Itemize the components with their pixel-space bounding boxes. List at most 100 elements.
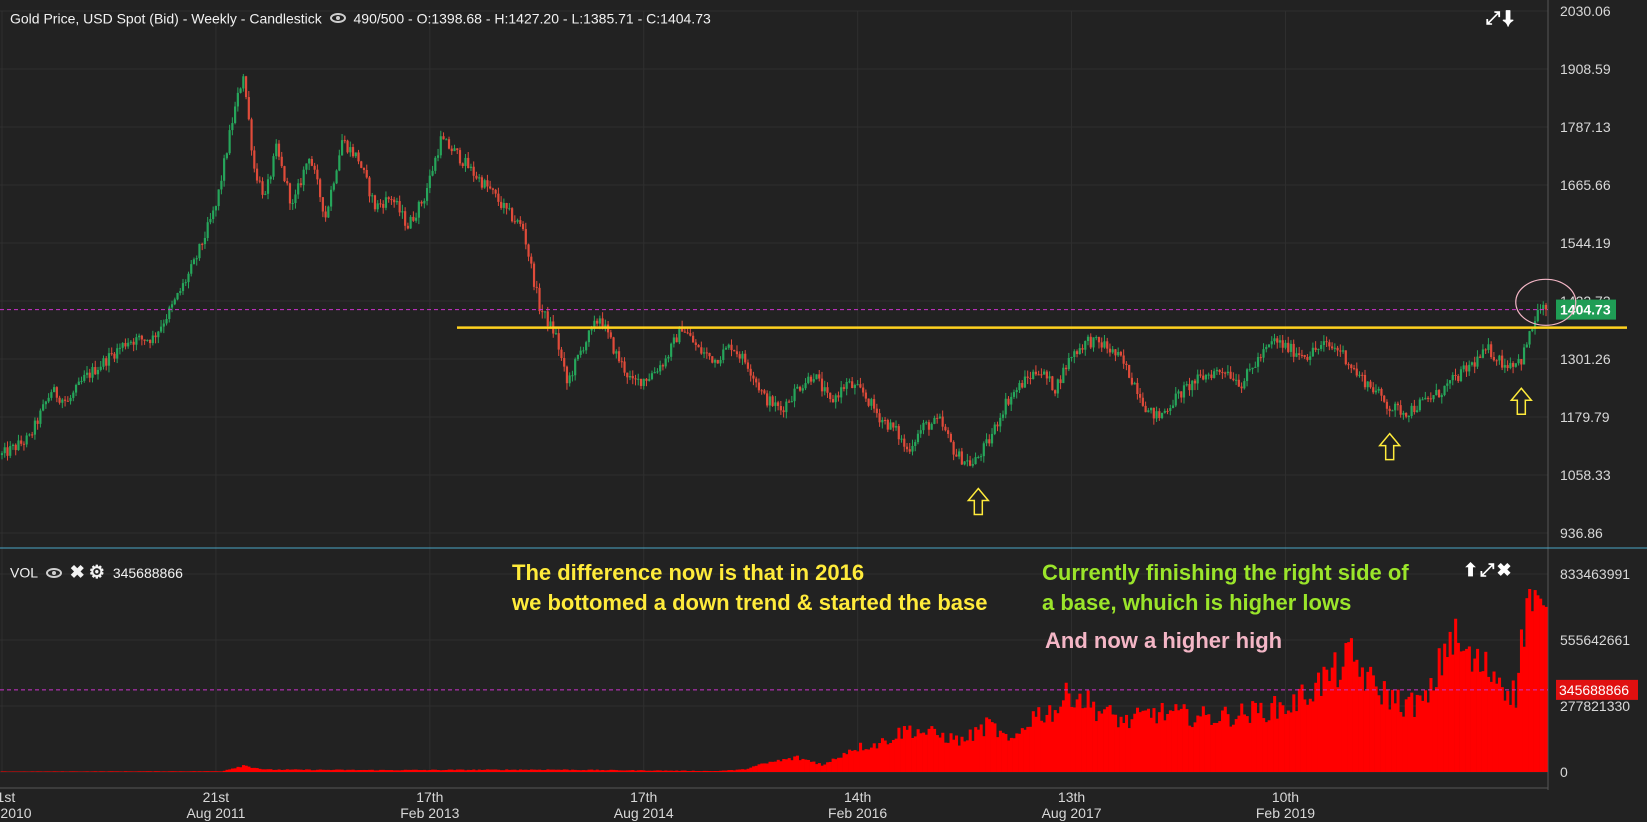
volume-bar [985, 717, 989, 772]
candle-body [1372, 387, 1375, 393]
candle-body [1021, 383, 1024, 388]
volume-bar [357, 770, 361, 772]
expand-icon[interactable]: ⤢ [1480, 560, 1497, 580]
volume-bar [716, 771, 720, 772]
volume-bar [296, 769, 300, 772]
candle-body [140, 335, 143, 340]
volume-bar [546, 769, 550, 772]
close-icon[interactable]: ✖ [1496, 560, 1514, 580]
volume-bar [834, 759, 838, 772]
volume-bar [732, 770, 736, 772]
price-tick-label: 1665.66 [1560, 177, 1611, 193]
candle-body [609, 332, 612, 338]
volume-bar [1426, 702, 1430, 772]
candle-body [94, 367, 97, 375]
volume-bar [1404, 699, 1408, 772]
volume-bar [447, 769, 451, 772]
candle-body [1473, 362, 1476, 367]
up-arrow-icon[interactable]: ⬆ [1463, 560, 1481, 580]
volume-bar [373, 770, 377, 772]
volume-bar [1467, 646, 1471, 772]
candle-body [623, 361, 626, 373]
eye-icon[interactable] [45, 567, 62, 578]
candle-body [702, 352, 706, 354]
volume-bar [225, 769, 229, 772]
candle-body [1215, 369, 1219, 372]
download-arrow-icon[interactable]: ⬇ [1502, 8, 1516, 28]
volume-bar [779, 761, 783, 772]
volume-bar [93, 771, 97, 772]
volume-bar [82, 771, 86, 772]
volume-bar [1281, 705, 1285, 772]
volume-bar [831, 758, 835, 772]
volume-bar [305, 769, 309, 772]
volume-bar [233, 768, 237, 772]
expand-icon[interactable]: ⤢ [1486, 8, 1503, 28]
candle-body [771, 396, 774, 406]
volume-bar [362, 769, 366, 772]
volume-bar [1492, 671, 1496, 772]
candle-body [132, 341, 135, 345]
volume-bar [228, 769, 232, 772]
candle-body [637, 378, 640, 380]
volume-bar [1300, 684, 1304, 772]
candle-body [642, 378, 645, 386]
candle-body [176, 292, 179, 300]
candle-body [681, 326, 684, 332]
volume-bar [601, 770, 605, 772]
candle-body [1330, 346, 1334, 349]
volume-bar [1190, 727, 1194, 772]
close-icon[interactable]: ✖ [69, 562, 85, 582]
volume-bar [730, 770, 734, 772]
volume-bar [584, 770, 588, 772]
candle-body [14, 444, 17, 451]
volume-bar [499, 770, 503, 772]
candle-body [683, 331, 686, 333]
candle-body [845, 381, 848, 389]
volume-bar [612, 769, 616, 772]
volume-bar [661, 770, 665, 772]
volume-bar [285, 769, 289, 772]
volume-bar [1536, 595, 1540, 772]
candle-body [228, 130, 231, 154]
candle-body [1528, 331, 1531, 345]
candle-body [1306, 356, 1309, 360]
candle-body [475, 175, 478, 179]
candle-body [382, 203, 385, 208]
candle-body [1484, 349, 1487, 351]
candle-body [1448, 380, 1452, 384]
volume-bar [694, 771, 698, 772]
candle-body [1432, 395, 1435, 400]
volume-bar [480, 769, 484, 772]
candle-body [1243, 381, 1246, 389]
candle-body [1108, 348, 1112, 353]
volume-bar [1218, 721, 1222, 772]
volume-bar [974, 727, 978, 772]
volume-bar [192, 771, 196, 772]
candle-body [1426, 397, 1430, 399]
candle-body [1147, 410, 1150, 413]
candle-body [535, 286, 538, 288]
eye-icon[interactable] [329, 13, 346, 24]
volume-bar [664, 770, 668, 772]
gear-icon[interactable]: ⚙ [88, 562, 105, 582]
volume-bar [864, 749, 868, 772]
volume-bar [165, 771, 169, 772]
candle-body [829, 392, 832, 400]
volume-bar [620, 770, 624, 772]
candle-body [968, 460, 972, 466]
volume-bar [1344, 643, 1348, 772]
candle-body [661, 365, 665, 367]
volume-bar [683, 770, 687, 772]
volume-bar [790, 760, 794, 772]
volume-bar [115, 771, 119, 772]
volume-bar [688, 771, 693, 772]
candle-body [107, 353, 111, 366]
candle-body [977, 456, 980, 458]
volume-bar [1064, 682, 1068, 772]
candle-body [192, 259, 196, 265]
volume-bar [538, 769, 542, 772]
volume-bar [1242, 714, 1247, 772]
volume-bar [1478, 671, 1482, 772]
volume-bar [809, 761, 813, 772]
